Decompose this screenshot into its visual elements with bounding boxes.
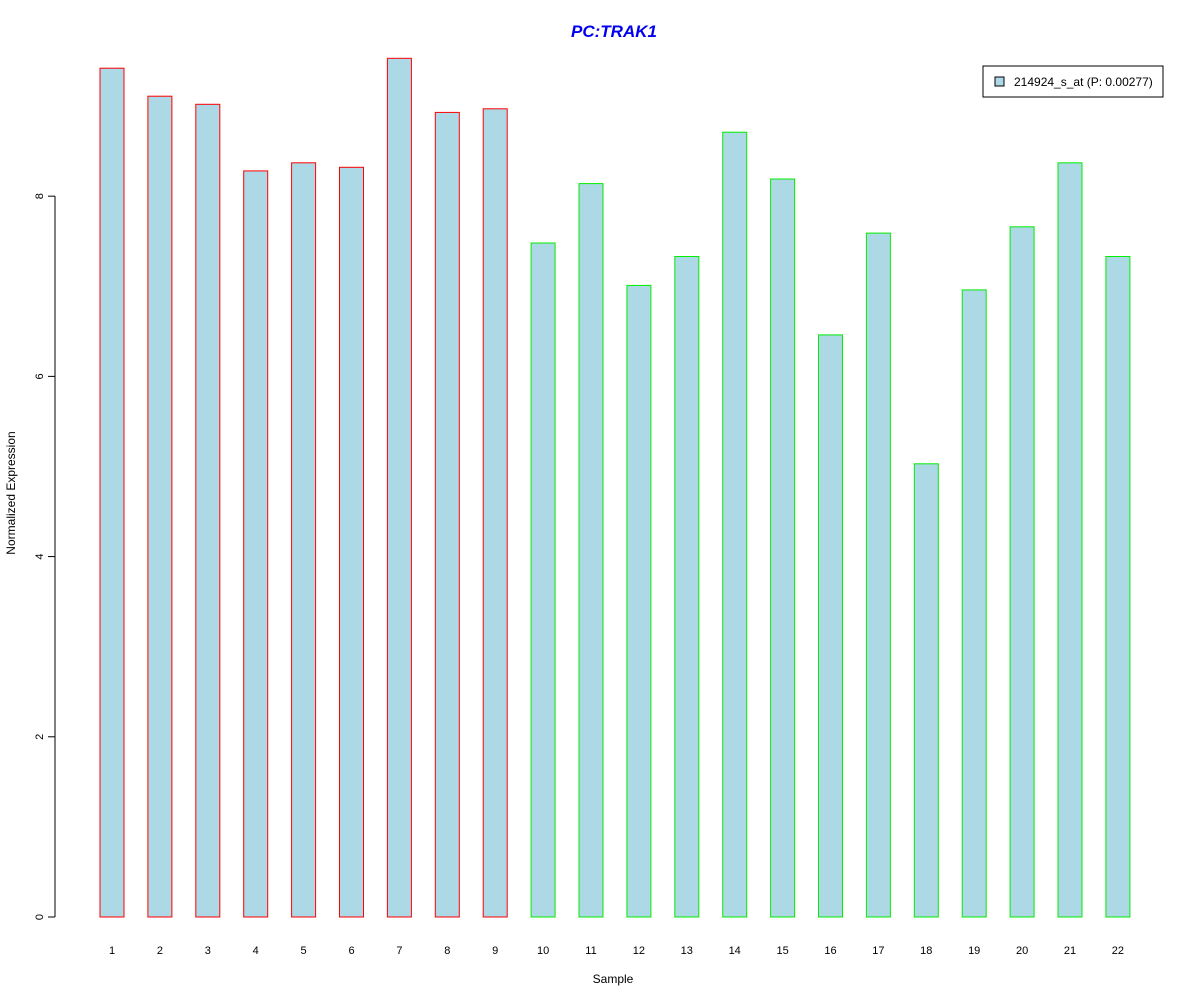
x-tick-label: 2 — [157, 945, 163, 957]
x-tick-label: 21 — [1064, 945, 1076, 957]
x-tick-label: 6 — [348, 945, 354, 957]
legend: 214924_s_at (P: 0.00277) — [982, 65, 1164, 98]
legend-swatch — [994, 76, 1005, 87]
x-tick-label: 19 — [968, 945, 980, 957]
bar-sample-20 — [1009, 226, 1035, 918]
bar-sample-7 — [386, 57, 412, 918]
bar-sample-2 — [147, 95, 173, 918]
x-tick-label: 9 — [492, 945, 498, 957]
bar-sample-3 — [195, 103, 221, 918]
bar-sample-18 — [913, 463, 939, 918]
x-tick-label: 3 — [205, 945, 211, 957]
x-tick-label: 10 — [537, 945, 549, 957]
chart-title: PC:TRAK1 — [571, 22, 657, 41]
x-tick-label: 15 — [776, 945, 788, 957]
legend-entry: 214924_s_at (P: 0.00277) — [1014, 75, 1153, 89]
x-tick-label: 17 — [872, 945, 884, 957]
bar-sample-22 — [1105, 256, 1131, 918]
bar-sample-17 — [865, 232, 891, 918]
bar-sample-6 — [339, 166, 364, 918]
bar-sample-11 — [578, 183, 604, 918]
bar-sample-12 — [626, 284, 652, 918]
y-tick-label: 0 — [34, 914, 46, 920]
x-tick-label: 20 — [1016, 945, 1028, 957]
bar-sample-16 — [818, 334, 843, 918]
x-tick-label: 11 — [585, 945, 596, 957]
y-axis-ticks: 0 2 4 6 8 — [34, 193, 55, 920]
x-tick-label: 5 — [301, 945, 307, 957]
y-tick-label: 8 — [34, 193, 46, 199]
x-tick-label: 13 — [681, 945, 693, 957]
x-tick-label: 7 — [396, 945, 402, 957]
bar-sample-21 — [1057, 162, 1083, 918]
x-axis-tick-labels: 1 2 3 4 5 6 7 8 9 10 11 12 13 14 15 16 17 18 19 20 21 22 — [109, 945, 1124, 957]
x-tick-label: 4 — [253, 945, 259, 957]
bar-sample-13 — [674, 256, 700, 918]
bar-sample-8 — [434, 111, 460, 918]
bar-sample-9 — [482, 108, 508, 918]
x-tick-label: 18 — [920, 945, 932, 957]
y-axis-label: Normalized Expression — [4, 431, 18, 554]
y-tick-label: 4 — [34, 554, 46, 560]
bar-sample-10 — [530, 242, 556, 918]
x-tick-label: 1 — [109, 945, 115, 957]
bar-sample-5 — [291, 162, 317, 918]
legend-box — [982, 65, 1164, 98]
x-axis-label: Sample — [593, 972, 634, 986]
bar-sample-14 — [722, 131, 748, 918]
y-tick-label: 2 — [34, 734, 46, 740]
x-tick-label: 16 — [824, 945, 836, 957]
bar-sample-4 — [243, 170, 269, 918]
bar-sample-15 — [770, 178, 796, 918]
x-tick-label: 8 — [444, 945, 450, 957]
x-tick-label: 14 — [729, 945, 741, 957]
x-tick-label: 12 — [633, 945, 645, 957]
y-tick-label: 6 — [34, 373, 46, 379]
bars — [99, 57, 1131, 918]
bar-sample-1 — [99, 67, 125, 918]
x-tick-label: 22 — [1112, 945, 1124, 957]
bar-sample-19 — [961, 289, 987, 918]
